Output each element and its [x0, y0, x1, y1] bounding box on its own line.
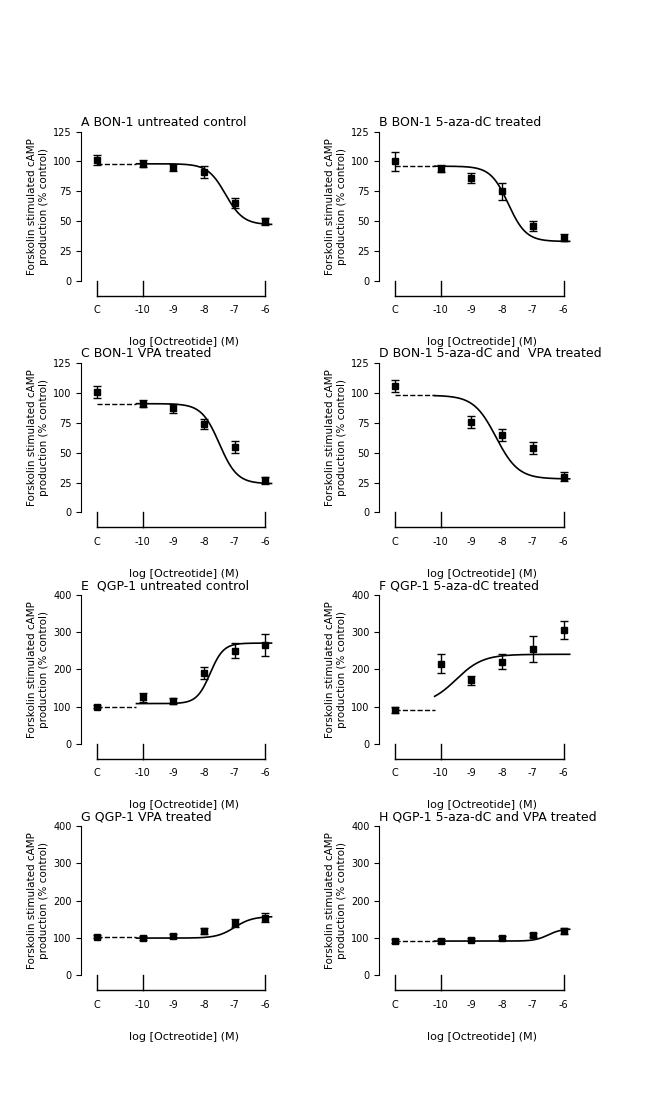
- X-axis label: log [Octreotide] (M): log [Octreotide] (M): [427, 1032, 537, 1042]
- X-axis label: log [Octreotide] (M): log [Octreotide] (M): [129, 1032, 239, 1042]
- Text: E  QGP-1 untreated control: E QGP-1 untreated control: [81, 579, 250, 592]
- Text: H QGP-1 5-aza-dC and VPA treated: H QGP-1 5-aza-dC and VPA treated: [380, 811, 597, 823]
- X-axis label: log [Octreotide] (M): log [Octreotide] (M): [129, 800, 239, 810]
- Y-axis label: Forskolin stimulated cAMP
production (% control): Forskolin stimulated cAMP production (% …: [27, 369, 49, 506]
- Text: D BON-1 5-aza-dC and  VPA treated: D BON-1 5-aza-dC and VPA treated: [380, 347, 602, 361]
- X-axis label: log [Octreotide] (M): log [Octreotide] (M): [427, 338, 537, 347]
- Text: A BON-1 untreated control: A BON-1 untreated control: [81, 116, 247, 129]
- Text: C BON-1 VPA treated: C BON-1 VPA treated: [81, 347, 212, 361]
- Text: B BON-1 5-aza-dC treated: B BON-1 5-aza-dC treated: [380, 116, 541, 129]
- X-axis label: log [Octreotide] (M): log [Octreotide] (M): [129, 569, 239, 579]
- X-axis label: log [Octreotide] (M): log [Octreotide] (M): [427, 800, 537, 810]
- Y-axis label: Forskolin stimulated cAMP
production (% control): Forskolin stimulated cAMP production (% …: [27, 601, 49, 738]
- Y-axis label: Forskolin stimulated cAMP
production (% control): Forskolin stimulated cAMP production (% …: [326, 601, 347, 738]
- Text: G QGP-1 VPA treated: G QGP-1 VPA treated: [81, 811, 212, 823]
- Y-axis label: Forskolin stimulated cAMP
production (% control): Forskolin stimulated cAMP production (% …: [27, 832, 49, 969]
- Text: F QGP-1 5-aza-dC treated: F QGP-1 5-aza-dC treated: [380, 579, 540, 592]
- Y-axis label: Forskolin stimulated cAMP
production (% control): Forskolin stimulated cAMP production (% …: [326, 832, 347, 969]
- Y-axis label: Forskolin stimulated cAMP
production (% control): Forskolin stimulated cAMP production (% …: [27, 138, 49, 275]
- X-axis label: log [Octreotide] (M): log [Octreotide] (M): [129, 338, 239, 347]
- Y-axis label: Forskolin stimulated cAMP
production (% control): Forskolin stimulated cAMP production (% …: [325, 138, 347, 275]
- Y-axis label: Forskolin stimulated cAMP
production (% control): Forskolin stimulated cAMP production (% …: [325, 369, 347, 506]
- X-axis label: log [Octreotide] (M): log [Octreotide] (M): [427, 569, 537, 579]
